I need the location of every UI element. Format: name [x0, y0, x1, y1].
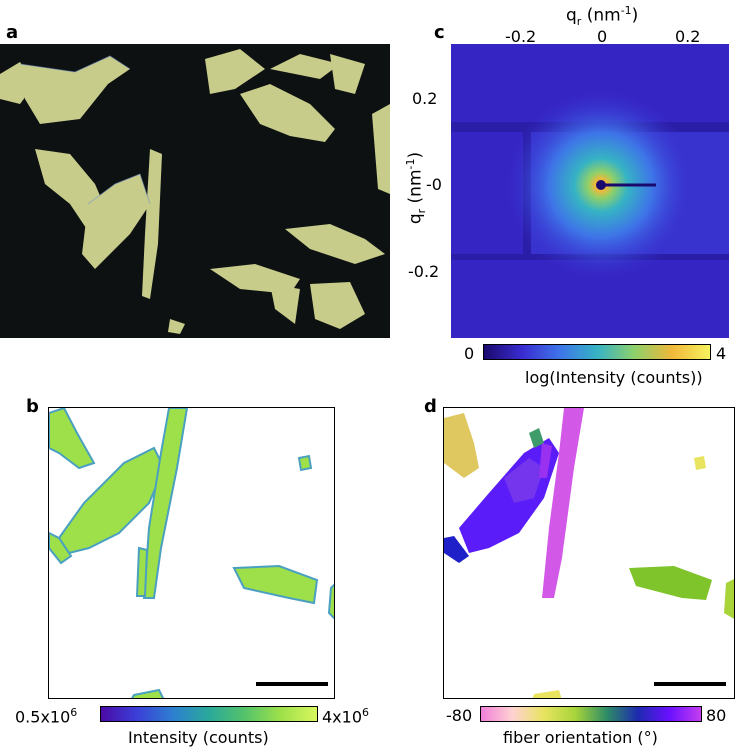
intensity-map-image — [49, 408, 334, 698]
panel-d-colorbar-max: 80 — [706, 706, 727, 725]
panel-d-colorbar-label: fiber orientation (°) — [503, 728, 658, 747]
panel-c-y-tick-1: -0 — [426, 175, 442, 194]
panel-label-c: c — [434, 22, 445, 43]
panel-c-colorbar — [483, 344, 711, 360]
panel-label-b: b — [26, 396, 39, 417]
panel-c-y-tick-2: -0.2 — [408, 262, 440, 281]
scattering-image — [451, 44, 729, 338]
intensity-map — [48, 407, 335, 699]
panel-label-d: d — [424, 396, 437, 417]
panel-b-colorbar-min: 0.5x106 — [15, 706, 78, 727]
orientation-map-image — [444, 408, 734, 698]
panel-c-x-axis-label: qr (nm-1) — [566, 4, 639, 29]
panel-c-y-tick-0: 0.2 — [412, 89, 438, 108]
panel-c-colorbar-min: 0 — [464, 344, 475, 363]
panel-c-x-tick-1: 0 — [597, 27, 608, 46]
panel-c-colorbar-max: 4 — [716, 344, 727, 363]
panel-label-a: a — [6, 22, 19, 43]
panel-c-x-tick-2: 0.2 — [675, 27, 701, 46]
optical-micrograph — [0, 44, 390, 338]
panel-b-colorbar — [100, 706, 318, 722]
panel-d-colorbar — [480, 706, 702, 722]
orientation-map — [443, 407, 735, 699]
micrograph-crystals — [0, 49, 390, 334]
panel-b-colorbar-max: 4x106 — [322, 706, 370, 727]
panel-d-colorbar-min: -80 — [446, 706, 473, 725]
panel-b-colorbar-label: Intensity (counts) — [128, 728, 269, 747]
panel-c-x-tick-0: -0.2 — [505, 27, 537, 46]
scattering-pattern — [451, 44, 729, 338]
panel-c-colorbar-label: log(Intensity (counts)) — [525, 368, 703, 387]
panel-c-y-axis-label: qr (nm-1) — [403, 151, 429, 225]
